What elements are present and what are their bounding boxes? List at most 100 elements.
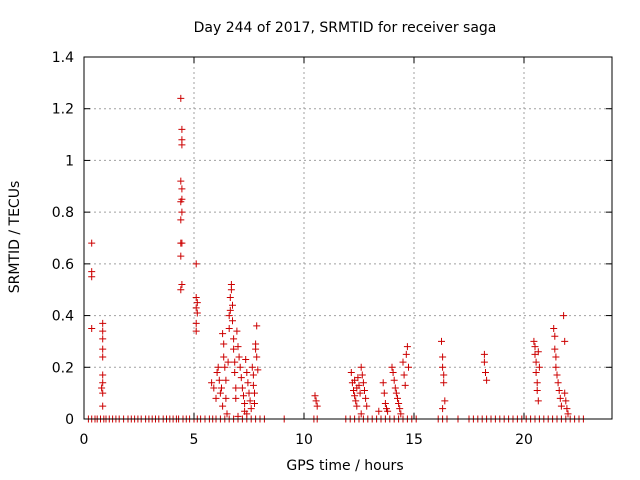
data-point bbox=[562, 397, 570, 405]
data-point bbox=[312, 397, 320, 405]
data-point bbox=[533, 379, 541, 387]
data-point bbox=[238, 384, 246, 392]
data-point bbox=[397, 410, 405, 418]
data-point bbox=[88, 325, 96, 332]
data-point bbox=[99, 345, 107, 353]
data-point bbox=[177, 177, 185, 185]
data-point bbox=[391, 384, 399, 392]
y-axis-label: SRMTID / TECUs bbox=[7, 181, 23, 294]
data-point bbox=[561, 337, 569, 345]
data-point bbox=[352, 397, 360, 405]
data-point bbox=[375, 407, 383, 415]
data-point bbox=[226, 306, 234, 314]
data-point bbox=[438, 337, 445, 345]
data-point bbox=[244, 379, 252, 387]
data-point bbox=[240, 392, 247, 400]
data-point bbox=[192, 319, 200, 327]
data-point bbox=[241, 399, 249, 407]
data-point bbox=[177, 198, 185, 206]
data-point bbox=[534, 397, 542, 405]
data-point bbox=[192, 293, 200, 301]
data-point bbox=[177, 216, 185, 224]
data-point bbox=[251, 399, 258, 407]
data-point bbox=[212, 394, 220, 402]
data-point bbox=[534, 348, 542, 356]
data-point bbox=[392, 389, 400, 397]
data-point bbox=[553, 371, 561, 379]
data-point bbox=[535, 363, 543, 371]
data-point bbox=[219, 330, 227, 338]
data-point bbox=[480, 358, 488, 366]
data-point bbox=[178, 239, 186, 247]
data-point bbox=[229, 301, 236, 309]
data-point bbox=[551, 332, 559, 340]
data-point bbox=[232, 384, 240, 392]
data-point bbox=[357, 363, 365, 371]
data-point bbox=[399, 358, 407, 366]
data-point bbox=[555, 387, 563, 395]
data-point bbox=[222, 376, 230, 384]
data-point bbox=[556, 394, 564, 402]
data-point bbox=[178, 281, 186, 289]
data-point bbox=[390, 376, 398, 384]
data-point bbox=[530, 337, 538, 345]
data-point bbox=[389, 368, 397, 376]
data-point bbox=[193, 299, 201, 307]
data-point bbox=[99, 379, 107, 387]
data-point bbox=[229, 317, 236, 325]
data-point bbox=[177, 252, 185, 260]
data-point bbox=[178, 125, 186, 133]
y-tick-label: 1.2 bbox=[52, 102, 74, 118]
data-point bbox=[384, 407, 392, 415]
data-point bbox=[177, 94, 185, 102]
data-point bbox=[222, 394, 230, 402]
data-point bbox=[247, 405, 255, 413]
data-point bbox=[347, 368, 355, 376]
data-point bbox=[243, 368, 251, 376]
data-point bbox=[361, 387, 368, 395]
x-tick-label: 5 bbox=[190, 432, 199, 448]
data-point bbox=[214, 363, 222, 371]
x-tick-label: 20 bbox=[515, 432, 533, 448]
plot-frame bbox=[83, 56, 613, 420]
data-point bbox=[363, 402, 371, 410]
y-tick-label: 0.6 bbox=[52, 257, 74, 273]
data-point bbox=[394, 394, 401, 402]
data-point bbox=[177, 286, 185, 294]
data-point bbox=[362, 394, 370, 402]
data-point bbox=[254, 366, 262, 374]
data-point bbox=[401, 381, 409, 389]
data-point bbox=[178, 141, 186, 149]
data-point bbox=[441, 397, 449, 405]
data-point bbox=[99, 335, 107, 343]
data-point bbox=[242, 356, 250, 364]
data-point bbox=[564, 410, 572, 418]
data-point bbox=[223, 410, 231, 418]
x-tick-label: 15 bbox=[405, 432, 423, 448]
data-point bbox=[232, 394, 240, 402]
data-point bbox=[99, 327, 107, 335]
data-point bbox=[353, 384, 361, 392]
data-point bbox=[227, 281, 235, 289]
data-point bbox=[380, 389, 388, 397]
data-point bbox=[249, 371, 257, 379]
data-point bbox=[552, 363, 560, 371]
data-point bbox=[356, 389, 364, 397]
data-point bbox=[439, 405, 447, 413]
data-point bbox=[396, 405, 404, 413]
data-point bbox=[208, 379, 216, 387]
data-point bbox=[395, 399, 403, 407]
data-point bbox=[405, 363, 412, 371]
data-point bbox=[359, 379, 367, 387]
gridlines bbox=[84, 57, 612, 419]
y-tick-label: 0 bbox=[65, 412, 74, 428]
chart-title: Day 244 of 2017, SRMTID for receiver sag… bbox=[194, 20, 497, 36]
y-tick-label: 0.2 bbox=[52, 360, 74, 376]
data-point bbox=[98, 384, 106, 392]
data-point bbox=[215, 376, 223, 384]
data-point bbox=[439, 363, 447, 371]
data-point bbox=[439, 353, 447, 361]
data-point bbox=[388, 363, 396, 371]
data-point bbox=[99, 371, 107, 379]
